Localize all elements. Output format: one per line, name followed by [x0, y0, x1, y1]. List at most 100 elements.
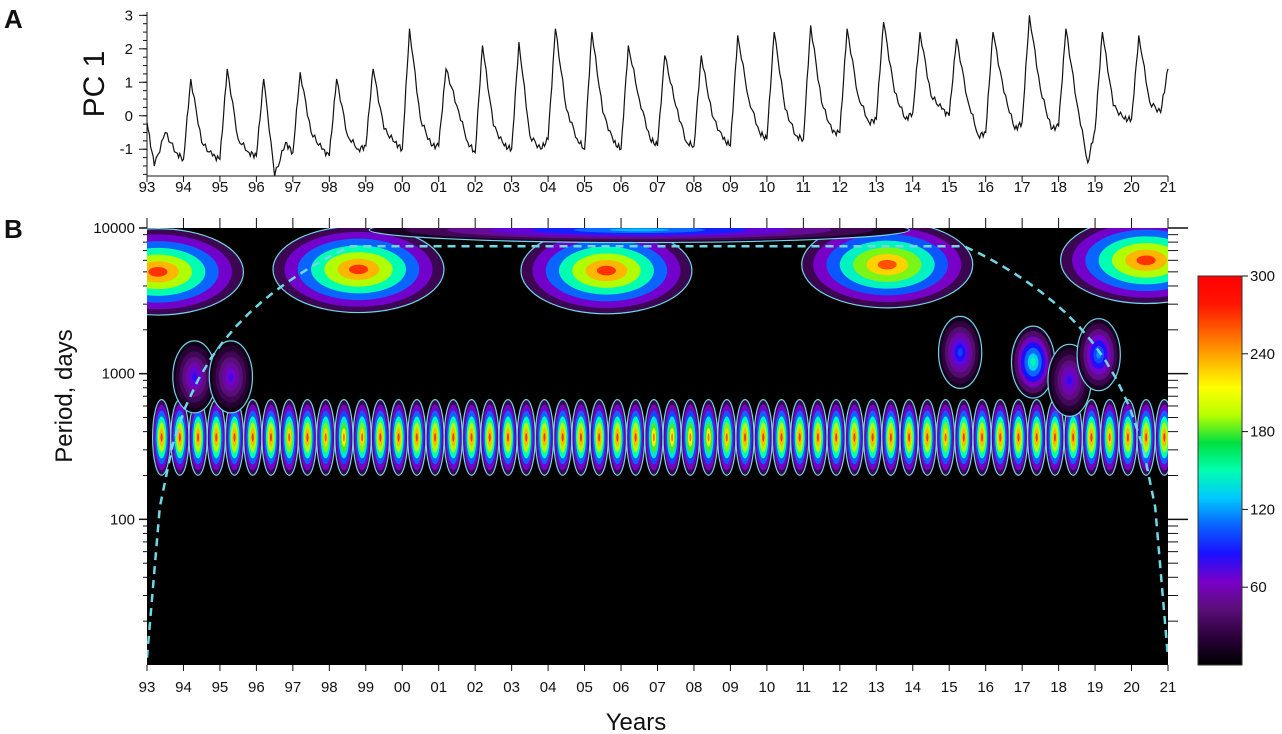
panel-b-y-tick-label: 1000 [102, 366, 135, 383]
panel-b-x-tick-label: 20 [1123, 679, 1140, 696]
annual-power-cell [917, 399, 937, 476]
panel-b-x-tick-label: 15 [941, 679, 958, 696]
power-level [361, 433, 364, 442]
annual-power-cell [1081, 399, 1102, 476]
panel-b-x-tick-label: 01 [430, 679, 447, 696]
panel-a-x-tick-label: 95 [212, 179, 229, 196]
panel-b-x-tick-label: 17 [1014, 679, 1031, 696]
power-level [744, 433, 747, 442]
annual-power-cell [972, 399, 992, 476]
power-level [598, 433, 601, 442]
annual-power-cell [1008, 399, 1029, 476]
panel-b-x-tick-label: 93 [139, 679, 156, 696]
power-level [415, 433, 418, 442]
power-level [148, 267, 168, 277]
panel-a-x-tick-label: 10 [759, 179, 776, 196]
cone-of-influence [147, 244, 1168, 658]
colorbar-tick-label: 180 [1250, 424, 1275, 441]
long-period-power-region [1060, 228, 1168, 305]
annual-power-cell [808, 399, 828, 476]
panel-a-x-tick-label: 99 [357, 179, 374, 196]
power-level [962, 433, 965, 442]
panel-a-y-tick-label: 0 [125, 108, 133, 125]
panel-a-y-ticks: 3 2 1 0 -1 [120, 7, 147, 175]
power-level [634, 433, 637, 442]
power-level [1145, 433, 1148, 442]
annual-power-cell [1118, 399, 1138, 476]
panel-b-x-axis-label: Years [606, 709, 667, 734]
colorbar-gradient [1197, 275, 1243, 666]
power-level [215, 433, 218, 442]
annual-power-cell [626, 399, 646, 476]
power-level [725, 433, 728, 442]
annual-power-cell [954, 399, 974, 476]
annual-power-cell [571, 399, 591, 476]
annual-power-cell [334, 399, 354, 476]
panel-b-x-tick-label: 12 [831, 679, 848, 696]
panel-a-x-tick-label: 09 [722, 179, 739, 196]
panel-b-x-tick-label: 04 [540, 679, 557, 696]
power-level [816, 433, 819, 442]
annual-power-cell [1154, 399, 1168, 476]
annual-power-cell [1063, 399, 1083, 476]
annual-power-cell [297, 399, 318, 476]
annual-power-cell [443, 399, 463, 476]
panel-b-x-tick-label: 05 [576, 679, 593, 696]
power-level [251, 433, 254, 442]
power-level [434, 433, 437, 442]
annual-power-cell [844, 399, 865, 476]
panel-b-x-tick-label: 98 [321, 679, 338, 696]
panel-b-label: B [4, 214, 23, 244]
panel-a-y-tick-label: 1 [125, 74, 133, 91]
mid-period-power-region [172, 340, 217, 414]
annual-power-cell [790, 399, 810, 476]
panel-b-y-axis-label: Period, days [51, 329, 78, 462]
panel-b-x-tick-label: 09 [722, 679, 739, 696]
panel-b-x-tick-labels: 93 94 95 96 97 98 99 00 01 02 03 04 05 06 07 08 09 10 11 12… [139, 679, 1177, 696]
annual-power-cell [534, 399, 555, 476]
power-level [1136, 255, 1156, 266]
annual-power-cell [680, 399, 700, 476]
panel-a-x-tick-label: 00 [394, 179, 411, 196]
power-level [348, 264, 368, 275]
panel-a-x-tick-label: 21 [1160, 179, 1177, 196]
annual-power-cell [589, 399, 609, 476]
panel-b-x-tick-label: 07 [649, 679, 666, 696]
panel-a-x-tick-label: 12 [831, 179, 848, 196]
power-level [288, 433, 291, 442]
annual-power-cell [224, 399, 245, 476]
panel-a-x-tick-label: 96 [248, 179, 265, 196]
power-level [470, 433, 473, 442]
panel-b-x-tick-label: 97 [285, 679, 302, 696]
panel-a-x-tick-label: 11 [796, 179, 812, 196]
panel-a-y-axis-label: PC 1 [78, 51, 111, 118]
annual-power-cell [826, 399, 846, 476]
panel-a-x-tick-label: 20 [1123, 179, 1140, 196]
colorbar-tick-label: 240 [1250, 346, 1275, 363]
panel-b-x-tick-label: 08 [686, 679, 703, 696]
power-level [1072, 433, 1075, 442]
power-level [397, 433, 400, 442]
annual-power-cell [352, 399, 372, 476]
panel-b-x-tick-label: 13 [868, 679, 885, 696]
annual-power-cell [370, 399, 390, 476]
panel-b-x-tick-label: 16 [977, 679, 994, 696]
panel-a-x-tick-label: 06 [613, 179, 630, 196]
annual-power-cell [771, 399, 792, 476]
colorbar-tick-label: 120 [1250, 501, 1275, 518]
power-level [798, 433, 801, 442]
panel-a-x-tick-label: 02 [467, 179, 484, 196]
power-level [671, 433, 674, 442]
power-level [543, 433, 546, 442]
panel-b-x-tick-label: 00 [394, 679, 411, 696]
colorbar-tick-label: 60 [1250, 579, 1267, 596]
power-level [561, 433, 564, 442]
power-level [192, 372, 197, 381]
annual-power-cell [881, 399, 901, 476]
power-level [1017, 433, 1020, 442]
power-level [452, 433, 455, 442]
power-level [525, 433, 528, 442]
panel-b-x-tick-label: 02 [467, 679, 484, 696]
power-level [707, 433, 710, 442]
panel-a-x-tick-labels: 93 94 95 96 97 98 99 00 01 02 03 04 05 06 07 08 09 10 11 12… [139, 179, 1177, 196]
